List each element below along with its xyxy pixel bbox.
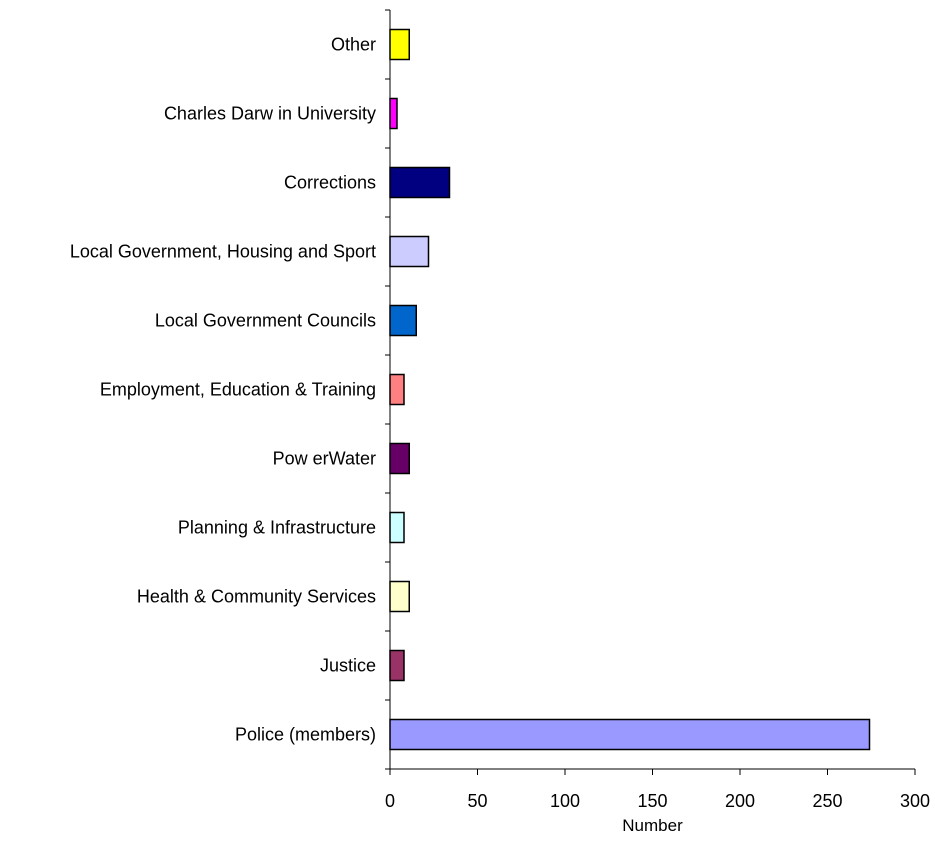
category-label: Charles Darw in University	[164, 104, 376, 124]
bar	[389, 649, 405, 682]
labels-group: Police (members) Justice Health & Communit…	[70, 35, 930, 812]
axes-group	[389, 10, 915, 770]
bar	[389, 235, 430, 268]
bar	[389, 28, 410, 61]
category-label: Justice	[320, 656, 376, 676]
x-tick-label: 0	[385, 791, 395, 811]
bar	[389, 718, 871, 751]
bar	[389, 580, 410, 613]
bar	[389, 511, 405, 544]
category-label: Employment, Education & Training	[100, 380, 376, 400]
bar	[389, 442, 410, 475]
category-label: Local Government Councils	[155, 311, 376, 331]
bars-group	[389, 28, 871, 751]
bar	[389, 304, 417, 337]
bar	[389, 373, 405, 406]
bar	[389, 97, 398, 130]
category-label: Health & Community Services	[137, 587, 376, 607]
x-tick-label: 150	[637, 791, 667, 811]
x-tick-label: 50	[467, 791, 487, 811]
ticks-group	[385, 9, 916, 775]
x-tick-label: 100	[550, 791, 580, 811]
x-axis-title: Number	[622, 816, 683, 835]
category-label: Other	[331, 35, 376, 55]
category-label: Police (members)	[235, 725, 376, 745]
category-label: Local Government, Housing and Sport	[70, 242, 376, 262]
x-tick-label: 200	[725, 791, 755, 811]
x-tick-label: 300	[900, 791, 930, 811]
x-tick-label: 250	[812, 791, 842, 811]
category-label: Pow erWater	[273, 449, 376, 469]
bar	[389, 166, 451, 199]
category-label: Planning & Infrastructure	[178, 518, 376, 538]
category-label: Corrections	[284, 173, 376, 193]
